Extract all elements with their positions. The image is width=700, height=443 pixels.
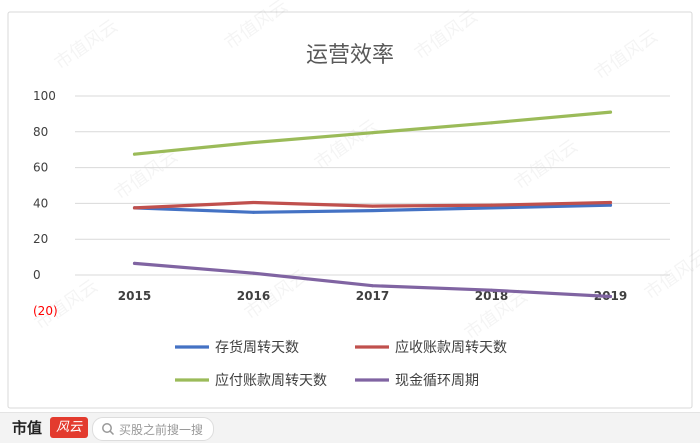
data-point (252, 141, 255, 145)
y-tick-label: 100 (33, 89, 56, 103)
x-tick-label: 2018 (475, 289, 508, 303)
y-tick-label: 40 (33, 196, 48, 210)
legend-label: 存货周转天数 (215, 339, 299, 356)
legend-label: 应付账款周转天数 (215, 372, 327, 389)
data-point (252, 210, 255, 214)
data-point (371, 284, 374, 288)
data-point (252, 201, 255, 205)
search-icon (102, 423, 115, 436)
y-tick-label: 20 (33, 232, 48, 246)
search-placeholder: 买股之前搜一搜 (119, 423, 204, 437)
x-tick-label: 2017 (356, 289, 389, 303)
footer-bar: 市值 风云 买股之前搜一搜 (0, 412, 700, 443)
data-point (133, 152, 136, 156)
y-tick-label: (20) (33, 304, 58, 318)
data-point (490, 203, 493, 207)
data-point (371, 131, 374, 135)
x-tick-label: 2015 (118, 289, 151, 303)
chart-title: 运营效率 (306, 43, 394, 68)
search-input[interactable]: 买股之前搜一搜 (92, 417, 214, 441)
data-point (490, 121, 493, 125)
data-point (490, 288, 493, 292)
data-point (371, 204, 374, 208)
data-point (371, 209, 374, 213)
y-tick-label: 80 (33, 125, 48, 139)
data-point (133, 261, 136, 265)
x-tick-label: 2016 (237, 289, 270, 303)
y-tick-label: 60 (33, 161, 48, 175)
data-point (609, 203, 612, 207)
footer-brand: 市值 (12, 419, 43, 437)
data-point (609, 201, 612, 205)
footer-brand-logo: 风云 (50, 417, 88, 438)
data-point (609, 110, 612, 114)
y-tick-label: 0 (33, 268, 41, 282)
data-point (252, 271, 255, 275)
data-point (490, 206, 493, 210)
legend-label: 现金循环周期 (395, 373, 479, 389)
legend-label: 应收账款周转天数 (395, 339, 507, 356)
data-point (609, 294, 612, 298)
data-point (133, 206, 136, 210)
